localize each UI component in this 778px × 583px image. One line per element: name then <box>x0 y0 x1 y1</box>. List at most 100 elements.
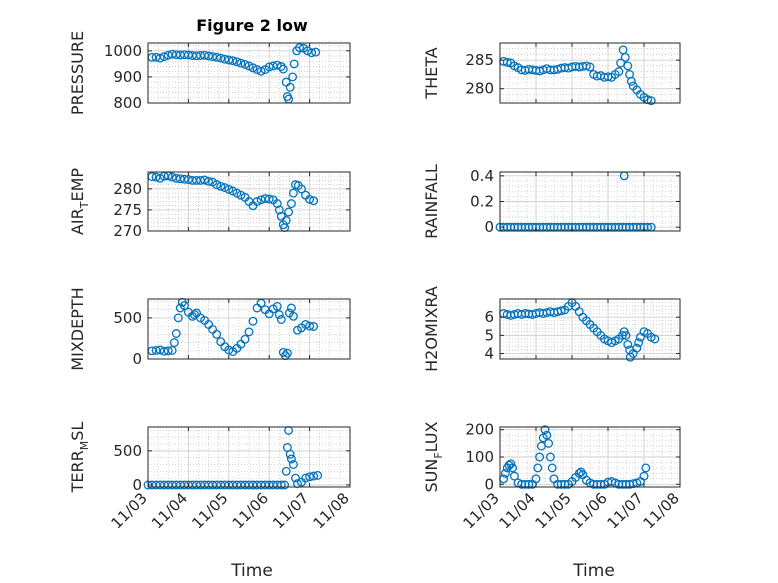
data-point <box>623 340 633 349</box>
data-point <box>509 471 519 481</box>
data-point <box>502 57 512 67</box>
data-point <box>282 348 292 358</box>
data-point <box>276 480 286 490</box>
data-point <box>634 338 644 348</box>
subplot-mixdepth: 0 500 MIXDEPTH <box>68 287 351 371</box>
data-point <box>272 199 282 209</box>
y-axis-label: TERRMSL <box>68 422 91 494</box>
data-point <box>248 63 258 73</box>
data-point <box>285 449 295 459</box>
x-axis-label-left: Time <box>230 561 273 581</box>
data-point <box>173 313 183 323</box>
data-point <box>169 338 179 348</box>
data-point <box>256 66 266 76</box>
y-tick-label: 280 <box>113 180 142 198</box>
y-tick-label: 275 <box>113 201 142 219</box>
y-tick-label: 4 <box>484 345 494 363</box>
data-point <box>228 56 238 66</box>
data-point <box>244 327 254 337</box>
data-point <box>204 176 214 186</box>
subplot-pressure: 800 900 1000 PRESSURE <box>68 31 351 115</box>
y-tick-label: 900 <box>113 68 142 86</box>
data-point <box>524 479 534 489</box>
data-point <box>641 463 651 473</box>
data-point <box>208 52 218 62</box>
data-point <box>280 480 290 490</box>
data-point <box>240 334 250 344</box>
data-point <box>646 96 656 106</box>
data-point <box>508 463 518 473</box>
data-point <box>274 310 284 320</box>
y-tick-label: 0 <box>132 350 142 368</box>
y-axis-label: AIRTEMP <box>68 168 91 235</box>
y-axis-label: SUNFLUX <box>422 421 445 492</box>
data-point <box>171 329 181 338</box>
data-point <box>614 67 624 77</box>
axes-box <box>499 298 681 360</box>
data-point <box>540 425 550 435</box>
subplot-rainfall: 0 0.2 0.4 RAINFALL <box>422 164 681 239</box>
data-point <box>309 322 319 331</box>
data-point <box>220 183 230 193</box>
data-point <box>311 47 321 57</box>
data-point <box>623 61 633 71</box>
y-axis-label: THETA <box>422 47 441 99</box>
data-point <box>301 473 311 483</box>
data-point <box>535 452 545 462</box>
subplot-terr-msl: 050011/0311/0411/0511/0611/0711/08TERRMS… <box>68 422 353 533</box>
data-point <box>542 430 552 440</box>
data-point <box>309 471 319 481</box>
data-point <box>556 306 566 316</box>
data-point <box>248 316 258 326</box>
data-point <box>616 58 626 68</box>
data-point <box>163 346 173 356</box>
data-point <box>288 188 298 198</box>
y-axis-label: H2OMIXRA <box>422 286 441 372</box>
data-point <box>581 61 591 71</box>
data-point <box>309 196 319 206</box>
data-point <box>212 180 222 190</box>
data-point <box>284 207 294 217</box>
y-tick-label: 280 <box>465 80 494 98</box>
figure-title: Figure 2 low <box>196 16 308 35</box>
x-axis-label-right: Time <box>572 561 615 581</box>
y-tick-label: 100 <box>465 448 494 466</box>
data-point <box>179 301 189 311</box>
data-point <box>224 55 234 65</box>
y-tick-label: 0 <box>132 476 142 494</box>
y-tick-label: 5 <box>484 326 494 344</box>
axes-box <box>499 42 681 104</box>
subplot-h2omixra: 456 H2OMIXRA <box>422 286 681 372</box>
data-point <box>278 64 288 74</box>
data-point <box>289 59 299 69</box>
data-point <box>281 216 291 225</box>
data-point <box>276 315 286 324</box>
data-point <box>307 48 317 58</box>
data-point <box>506 459 516 469</box>
data-point <box>305 194 315 204</box>
y-tick-label: 500 <box>113 309 142 327</box>
data-point <box>286 303 296 313</box>
subplot-theta: 280 285 THETA <box>422 42 681 106</box>
data-point <box>224 345 234 355</box>
data-point <box>295 43 304 53</box>
y-tick-label: 200 <box>465 421 494 439</box>
y-axis-label: RAINFALL <box>422 164 441 239</box>
data-point <box>285 82 295 92</box>
data-point <box>272 60 282 70</box>
data-point <box>288 460 298 469</box>
data-point <box>236 58 246 68</box>
axes-box <box>147 42 351 104</box>
data-point <box>286 454 296 464</box>
data-point <box>650 334 660 344</box>
data-point <box>212 329 222 339</box>
data-point <box>244 61 254 71</box>
y-tick-label: 0 <box>484 218 494 236</box>
data-point <box>216 53 226 63</box>
data-point <box>500 468 510 478</box>
data-point <box>621 330 631 340</box>
data-point <box>240 59 250 69</box>
y-tick-label: 0.4 <box>470 167 494 185</box>
data-point <box>159 52 169 62</box>
